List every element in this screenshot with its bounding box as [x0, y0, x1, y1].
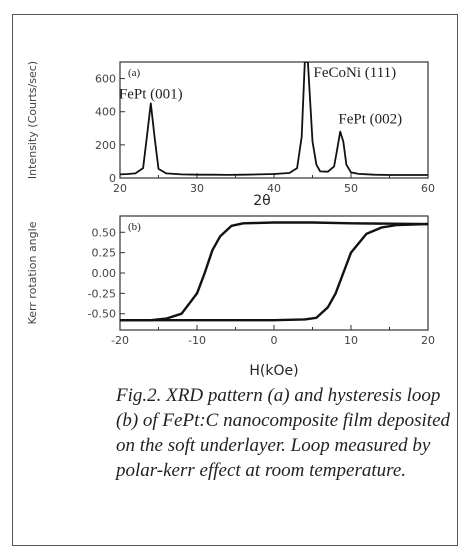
chart-b-x-axis-label: H(kOe) — [249, 363, 298, 379]
chart-b-x-tick-label: 20 — [421, 334, 435, 347]
chart-b-x-tick-label: 0 — [271, 334, 278, 347]
chart-a-x-tick-label: 30 — [190, 182, 204, 195]
chart-b-y-tick-label: 0.25 — [92, 247, 117, 260]
chart-a-y-tick-label: 200 — [95, 139, 116, 152]
chart-b-panel-label: (b) — [128, 221, 141, 233]
chart-a-x-tick-label: 20 — [113, 182, 127, 195]
chart-b-series-line-2 — [120, 222, 428, 322]
chart-b-y-tick-label: 0.50 — [92, 226, 117, 239]
chart-b-x-tick-label: -10 — [188, 334, 206, 347]
chart-b-x-tick-label: 10 — [344, 334, 358, 347]
chart-a-panel-label: (a) — [128, 67, 141, 79]
chart-a-y-tick-label: 0 — [109, 172, 116, 185]
chart-b-y-tick-label: -0.50 — [88, 308, 116, 321]
chart-a-annotation-2: FeCoNi (111) — [314, 65, 397, 81]
chart-a-x-tick-label: 50 — [344, 182, 358, 195]
chart-b-axes-box — [119, 215, 429, 331]
chart-a-x-axis-label: 2θ — [253, 193, 270, 209]
chart-b-y-tick-label: -0.25 — [88, 287, 116, 300]
figure-frame — [12, 14, 458, 546]
chart-a-y-tick-label: 600 — [95, 73, 116, 86]
chart-b-series-line-1 — [120, 221, 428, 322]
chart-a-x-tick-label: 40 — [267, 182, 281, 195]
chart-a-series-line-1 — [120, 62, 428, 176]
chart-b-y-tick-label: 0.00 — [92, 267, 117, 280]
chart-a-y-tick-label: 400 — [95, 106, 116, 119]
figure-caption: Fig.2. XRD pattern (a) and hysteresis lo… — [116, 385, 451, 481]
chart-a-annotation-3: FePt (002) — [338, 111, 402, 127]
chart-a-y-axis-label: Intensity (Courts/sec) — [26, 61, 39, 179]
chart-b-x-tick-label: -20 — [111, 334, 129, 347]
chart-a-x-tick-label: 60 — [421, 182, 435, 195]
chart-a-annotation-1: FePt (001) — [119, 86, 183, 102]
chart-b-y-axis-label: Kerr rotation angle — [26, 221, 39, 324]
